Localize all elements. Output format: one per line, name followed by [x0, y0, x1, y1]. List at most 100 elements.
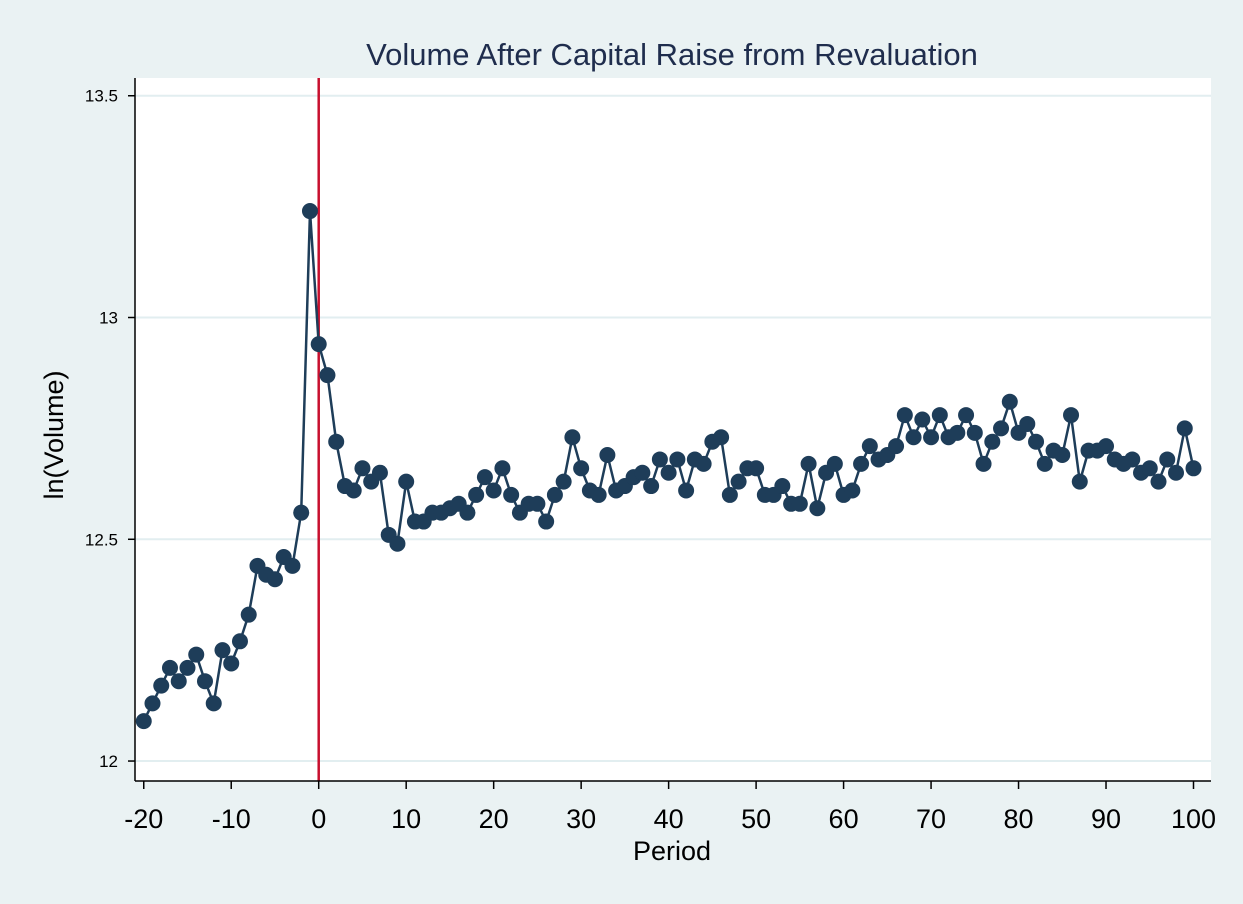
- data-point: [1036, 455, 1053, 472]
- data-point: [468, 486, 485, 503]
- x-tick-label: 70: [916, 804, 946, 834]
- data-point: [179, 659, 196, 676]
- data-point: [301, 203, 318, 220]
- data-point: [345, 482, 362, 499]
- data-point: [240, 606, 257, 623]
- data-point: [188, 646, 205, 663]
- data-point: [669, 451, 686, 468]
- x-axis-title: Period: [633, 836, 711, 866]
- x-tick-label: 100: [1171, 804, 1216, 834]
- data-point: [923, 429, 940, 446]
- x-tick-label: 10: [391, 804, 421, 834]
- y-axis-title: ln(Volume): [39, 370, 69, 499]
- data-point: [1054, 447, 1071, 464]
- y-tick-label: 12.5: [85, 530, 118, 549]
- data-point: [791, 495, 808, 512]
- data-point: [826, 455, 843, 472]
- data-point: [861, 438, 878, 455]
- x-tick-label: 60: [829, 804, 859, 834]
- data-point: [914, 411, 931, 428]
- data-point: [958, 407, 975, 424]
- data-point: [266, 571, 283, 588]
- data-point: [389, 535, 406, 552]
- data-point: [135, 713, 152, 730]
- data-point: [1150, 473, 1167, 490]
- data-point: [476, 469, 493, 486]
- data-point: [651, 451, 668, 468]
- data-point: [319, 367, 336, 384]
- y-tick-label: 13: [99, 309, 118, 328]
- x-tick-label: -20: [124, 804, 163, 834]
- data-point: [223, 655, 240, 672]
- data-point: [853, 455, 870, 472]
- data-point: [170, 673, 187, 690]
- data-point: [1001, 393, 1018, 410]
- data-point: [144, 695, 161, 712]
- data-point: [844, 482, 861, 499]
- data-point: [153, 677, 170, 694]
- data-point: [888, 438, 905, 455]
- axes: 12 12.5 13 13.5 -20 -10 0 10 20 30 40 50 60 70 80 90 100: [85, 78, 1216, 834]
- data-point: [1028, 433, 1045, 450]
- data-point: [730, 473, 747, 490]
- data-point: [529, 495, 546, 512]
- data-point: [1185, 460, 1202, 477]
- data-point: [354, 460, 371, 477]
- data-point: [1141, 460, 1158, 477]
- data-point: [713, 429, 730, 446]
- data-point: [1098, 438, 1115, 455]
- data-point: [573, 460, 590, 477]
- data-point: [214, 642, 231, 659]
- data-point: [161, 659, 178, 676]
- data-point: [284, 557, 301, 574]
- data-point: [485, 482, 502, 499]
- data-point: [660, 464, 677, 481]
- x-tick-label: 20: [479, 804, 509, 834]
- data-point: [459, 504, 476, 521]
- data-point: [931, 407, 948, 424]
- data-point: [975, 455, 992, 472]
- data-point: [1159, 451, 1176, 468]
- data-point: [205, 695, 222, 712]
- y-tick-label: 12: [99, 752, 118, 771]
- x-tick-label: 40: [654, 804, 684, 834]
- data-point: [310, 336, 327, 353]
- data-point: [328, 433, 345, 450]
- data-point: [555, 473, 572, 490]
- data-point: [590, 486, 607, 503]
- data-point: [1168, 464, 1185, 481]
- x-tick-label: 50: [741, 804, 771, 834]
- data-point: [398, 473, 415, 490]
- data-point: [196, 673, 213, 690]
- gridlines: [135, 94, 1211, 763]
- data-point: [643, 478, 660, 495]
- data-point: [564, 429, 581, 446]
- data-point: [949, 424, 966, 441]
- x-tick-label: -10: [212, 804, 251, 834]
- data-point: [494, 460, 511, 477]
- data-point: [1019, 415, 1036, 432]
- data-point: [993, 420, 1010, 437]
- data-point: [546, 486, 563, 503]
- data-point: [538, 513, 555, 530]
- data-point: [371, 464, 388, 481]
- data-point: [634, 464, 651, 481]
- data-point: [678, 482, 695, 499]
- chart-title: Volume After Capital Raise from Revaluat…: [366, 37, 978, 72]
- plot-area: [135, 78, 1211, 781]
- data-point: [1063, 407, 1080, 424]
- series-group: [135, 203, 1202, 730]
- data-point: [293, 504, 310, 521]
- data-point: [1071, 473, 1088, 490]
- data-point: [231, 633, 248, 650]
- data-point: [503, 486, 520, 503]
- data-point: [1176, 420, 1193, 437]
- x-tick-label: 80: [1004, 804, 1034, 834]
- data-point: [774, 478, 791, 495]
- data-point: [896, 407, 913, 424]
- data-point: [1124, 451, 1141, 468]
- data-point: [905, 429, 922, 446]
- x-tick-label: 90: [1091, 804, 1121, 834]
- data-point: [695, 455, 712, 472]
